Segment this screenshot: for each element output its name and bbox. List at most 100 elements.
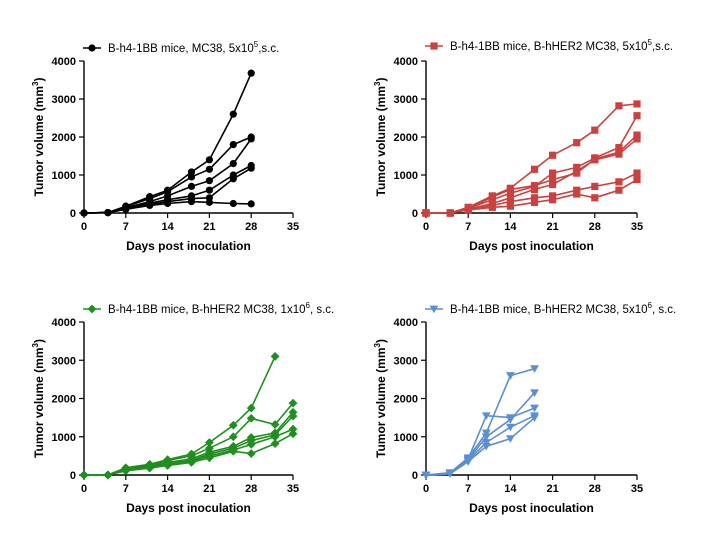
chart-panel-4: 0 1000 2000 3000 4000 0 7 14 21 28 35 Days post ino… xyxy=(373,301,676,515)
data-point xyxy=(163,461,172,470)
data-point xyxy=(246,403,256,413)
y-tick-label: 1000 xyxy=(52,432,76,444)
data-point xyxy=(229,141,237,149)
y-tick-label: 4000 xyxy=(394,56,418,68)
legend-label-sup: 5 xyxy=(648,38,653,47)
data-point xyxy=(549,192,557,200)
y-axis-label-text: Tumor volume (mm xyxy=(374,86,388,196)
data-point xyxy=(228,446,238,456)
data-point xyxy=(633,135,641,143)
x-axis-label: Days post inoculation xyxy=(469,501,594,515)
series-line xyxy=(425,392,536,476)
y-tick-label: 1000 xyxy=(52,170,76,182)
data-point xyxy=(187,198,196,206)
data-point xyxy=(549,169,557,177)
data-point xyxy=(615,178,623,186)
data-point xyxy=(246,440,256,449)
data-point xyxy=(530,198,539,206)
legend-label-sup: 6 xyxy=(306,301,311,310)
legend-label-text: B-h4-1BB mice, B-hHER2 MC38, 5x10 xyxy=(450,304,648,316)
data-point xyxy=(549,196,557,204)
data-point xyxy=(530,182,539,190)
data-point xyxy=(530,414,539,422)
y-axis-label-text: Tumor volume (mm xyxy=(32,347,46,457)
y-tick-label: 3000 xyxy=(394,94,418,106)
x-tick-label: 7 xyxy=(465,483,471,495)
y-axis-label: Tumor volume (mm3) xyxy=(373,78,388,197)
data-point xyxy=(506,194,514,202)
y-tick-label: 2000 xyxy=(52,394,76,406)
series-4 xyxy=(421,412,539,480)
legend-swatch-marker xyxy=(88,44,96,52)
data-point xyxy=(270,420,280,429)
data-point xyxy=(246,449,256,458)
data-point xyxy=(530,365,539,373)
data-point xyxy=(104,209,112,217)
data-point xyxy=(506,185,514,194)
x-tick-label: 28 xyxy=(589,221,601,233)
data-point xyxy=(288,398,298,408)
y-axis-label: Tumor volume (mm3) xyxy=(373,339,388,458)
legend-label-suffix: , s.c. xyxy=(652,304,676,316)
legend-label: B-h4-1BB mice, B-hHER2 MC38, 5x105,s.c. xyxy=(450,38,673,53)
series-6 xyxy=(80,198,255,217)
data-point xyxy=(506,423,515,432)
data-point xyxy=(205,438,214,447)
data-point xyxy=(591,182,599,190)
data-point xyxy=(229,110,237,118)
x-tick-label: 21 xyxy=(546,221,558,233)
data-point xyxy=(122,205,130,213)
x-tick-label: 35 xyxy=(631,483,643,495)
y-tick-label: 0 xyxy=(412,208,418,220)
data-point xyxy=(549,151,557,159)
data-point xyxy=(615,144,623,152)
data-point xyxy=(205,453,214,463)
legend-label-suffix: ,s.c. xyxy=(652,41,673,53)
x-tick-label: 14 xyxy=(504,221,517,233)
data-point xyxy=(228,432,238,442)
data-point xyxy=(463,458,473,466)
y-tick-label: 3000 xyxy=(52,94,76,106)
y-tick-label: 1000 xyxy=(394,432,418,444)
data-point xyxy=(79,470,89,480)
x-tick-label: 0 xyxy=(81,483,87,495)
data-point xyxy=(481,412,491,420)
y-axis-label: Tumor volume (mm3) xyxy=(31,78,46,197)
series-2 xyxy=(79,398,298,480)
data-point xyxy=(187,182,196,190)
data-point xyxy=(481,439,491,447)
data-point xyxy=(481,433,491,441)
y-axis-label-sup: 3 xyxy=(373,81,382,86)
data-point xyxy=(506,202,514,210)
x-tick-label: 21 xyxy=(546,483,558,495)
data-point xyxy=(247,69,255,77)
data-point xyxy=(506,372,515,380)
data-point xyxy=(633,175,641,184)
y-axis-label-suffix: ) xyxy=(374,339,388,343)
y-tick-label: 2000 xyxy=(52,132,76,144)
series-3 xyxy=(79,407,298,480)
data-point xyxy=(615,102,623,110)
y-tick-label: 0 xyxy=(412,470,418,482)
y-tick-label: 0 xyxy=(70,208,76,220)
x-tick-label: 0 xyxy=(423,221,429,233)
data-point xyxy=(205,177,213,185)
y-tick-label: 3000 xyxy=(394,355,418,367)
legend-label-text: B-h4-1BB mice, B-hHER2 MC38, 1x10 xyxy=(108,304,306,316)
legend: B-h4-1BB mice, B-hHER2 MC38, 1x106, s.c. xyxy=(83,301,334,316)
x-tick-label: 7 xyxy=(465,221,471,233)
data-point xyxy=(573,167,581,175)
data-point xyxy=(633,131,641,139)
legend: B-h4-1BB mice, B-hHER2 MC38, 5x106, s.c. xyxy=(425,301,676,316)
data-point xyxy=(530,185,539,194)
y-tick-label: 3000 xyxy=(52,355,76,367)
data-point xyxy=(549,175,557,184)
x-tick-label: 35 xyxy=(631,221,643,233)
data-point xyxy=(247,164,255,172)
data-point xyxy=(145,463,155,473)
data-point xyxy=(205,165,213,173)
y-axis-label-suffix: ) xyxy=(32,78,46,82)
data-point xyxy=(247,200,255,208)
x-tick-label: 7 xyxy=(123,221,129,233)
